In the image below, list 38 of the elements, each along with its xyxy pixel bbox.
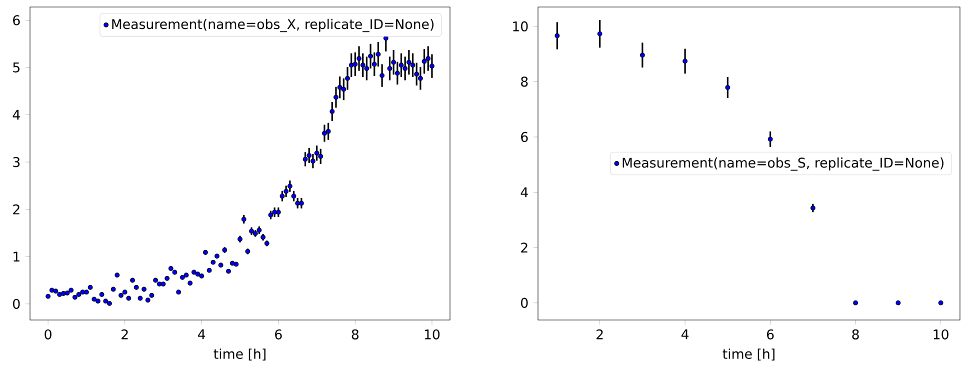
x-tick-label: 0 [44,329,52,340]
y-tick-label: 4 [12,110,20,120]
x-tick-label: 4 [198,329,206,340]
x-axis-title: time [h] [214,348,266,360]
x-tick-label: 8 [352,329,359,340]
y-tick-label: 3 [13,157,20,168]
x-tick-label: 6 [767,329,774,340]
legend-label: Measurement(name=obs_X, replicate_ID=None) [112,18,434,32]
y-tick-label: 4 [520,187,528,198]
point [597,31,602,36]
point [938,300,944,306]
y-tick-label: 10 [513,21,528,32]
y-tick-label: 6 [521,132,528,142]
point [768,136,773,142]
y-tick-label: 0 [13,298,20,309]
point [896,300,901,306]
y-tick-label: 2 [521,242,528,252]
x-tick-label: 10 [424,329,440,340]
y-tick-label: 5 [13,62,20,72]
y-tick-label: 2 [13,204,20,214]
x-tick-label: 2 [596,329,603,340]
x-tick-label: 10 [934,329,948,340]
x-tick-label: 4 [681,329,689,340]
point [810,206,816,210]
y-tick-label: 1 [14,252,20,262]
y-tick-label: 6 [13,15,20,26]
point [725,84,730,90]
y-tick-label: 8 [521,76,528,87]
point [682,58,688,64]
point [640,52,645,58]
x-tick-label: 2 [122,329,128,340]
x-axis-title: time [h] [722,348,774,360]
point [554,33,560,38]
legend-label: Measurement(name=obs_S, replicate_ID=None) [622,157,944,171]
x-tick-label: 8 [852,329,859,340]
y-tick-label: 0 [521,298,528,308]
x-tick-label: 6 [275,329,282,340]
point [853,300,858,306]
